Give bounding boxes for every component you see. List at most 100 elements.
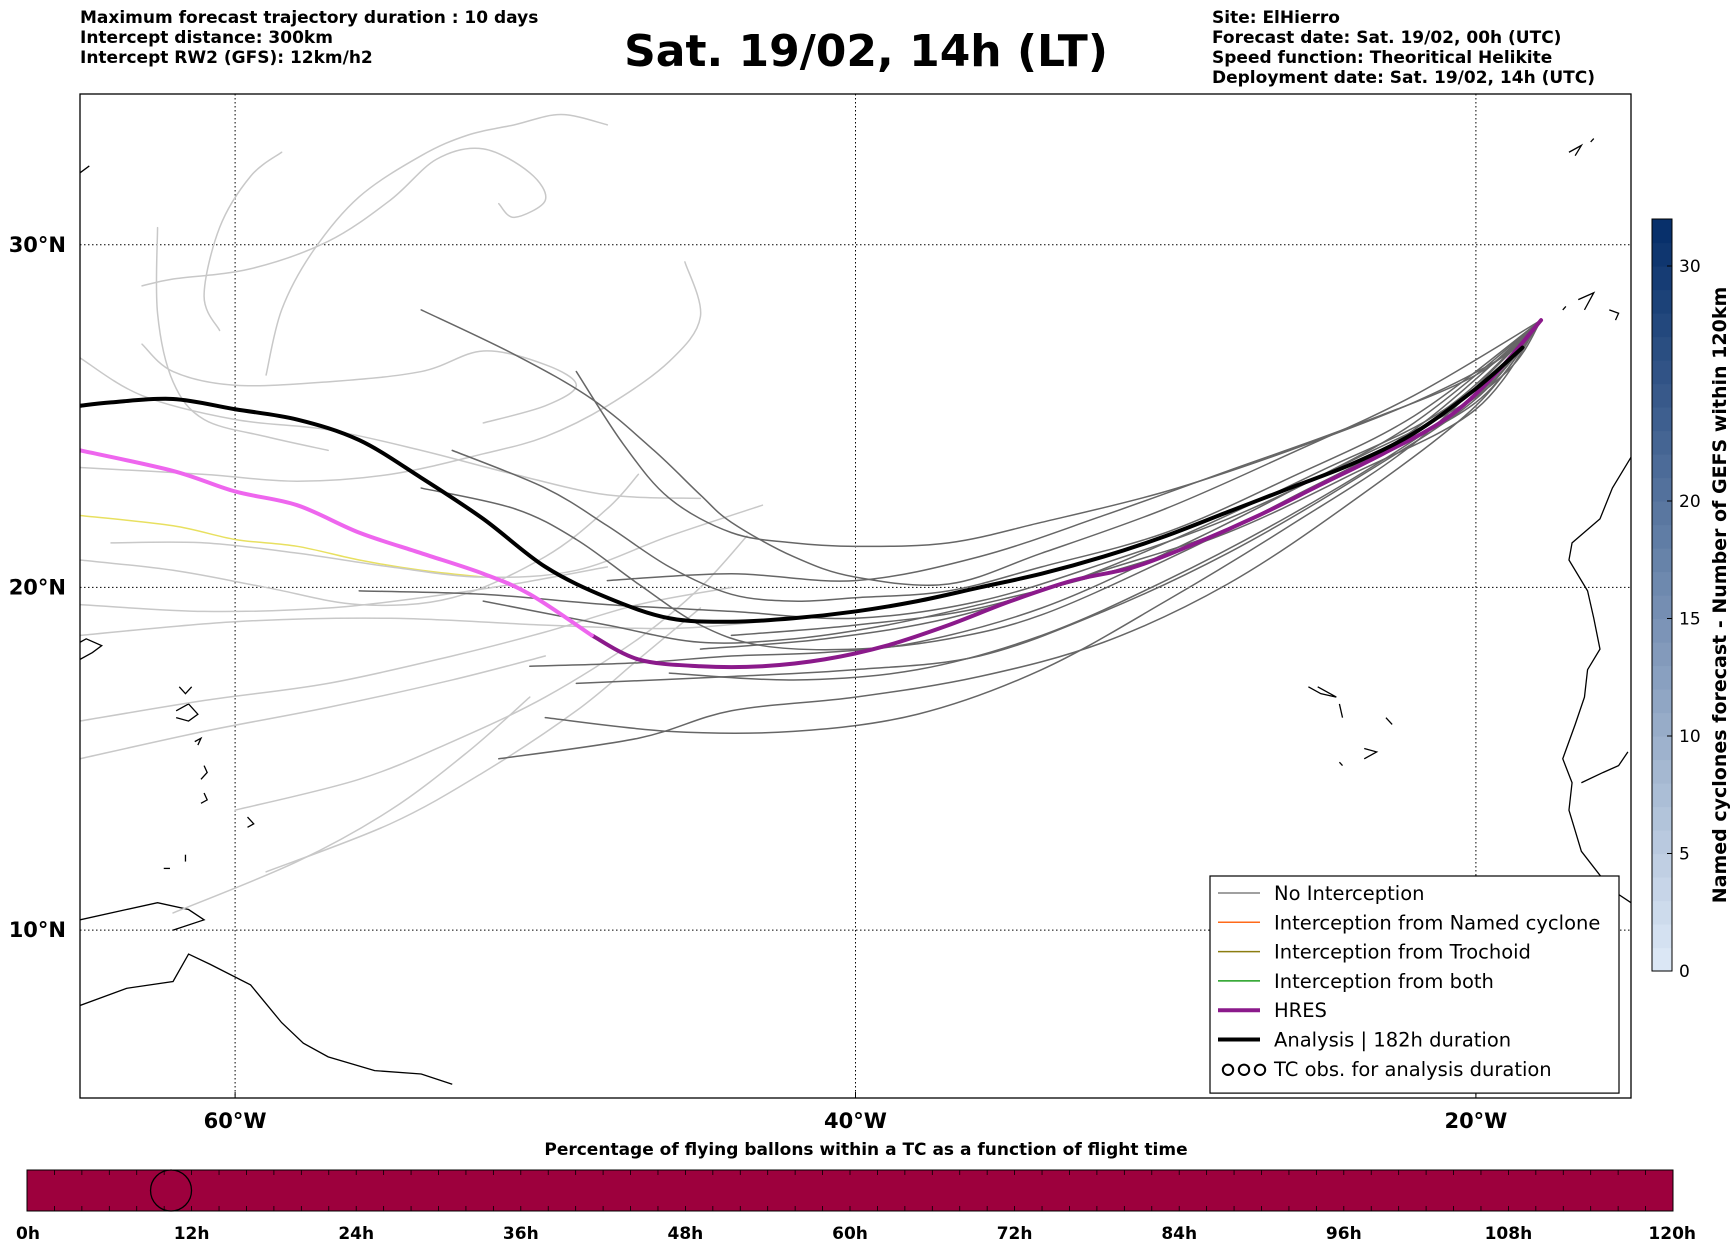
trajectory-line [80,357,702,500]
trajectory-line [606,319,1542,582]
legend-label: HRES [1274,999,1327,1022]
legend-label: Interception from both [1274,970,1494,993]
trajectory-line [498,319,1542,760]
colorbar-band [1652,759,1672,784]
timeline-tick-label: 60h [832,1224,868,1241]
coastline [1338,761,1343,767]
colorbar-label: Named cyclones forecast - Number of GEFS… [1709,287,1731,904]
colorbar-band [1652,806,1672,831]
tc-symbol-icon [1221,1063,1235,1077]
x-tick-label: 40°W [824,1109,887,1133]
trajectory-line [110,504,764,579]
trajectory-line [80,345,1525,624]
timeline: Percentage of flying ballons within a TC… [16,1140,1696,1241]
colorbar-band [1652,853,1672,878]
trajectory-line [172,696,531,914]
y-tick-label: 10°N [9,918,66,942]
trajectory-line [203,151,283,332]
colorbar-band [1652,360,1672,385]
colorbar-band [1652,477,1672,502]
timeline-tick-label: 108h [1485,1224,1533,1241]
coastline [1363,747,1379,760]
legend-label: TC obs. for analysis duration [1273,1058,1552,1081]
colorbar-band [1652,219,1672,244]
colorbar-band [1652,571,1672,596]
colorbar-band [1652,454,1672,479]
colorbar-band [1652,336,1672,361]
legend-box [1209,875,1620,1094]
trajectory-line [80,514,485,578]
coastlines [80,138,1631,1085]
speed-function-text: Speed function: Theoritical Helikite [1212,48,1553,68]
latitude-ticks: 30°N 20°N 10°N [9,233,66,942]
coastline [247,816,255,828]
colorbar-band [1652,595,1672,620]
trajectory-line [265,113,609,376]
tc-symbol-icon [1253,1063,1267,1077]
coastline [200,792,209,804]
legend-label: No Interception [1274,882,1425,905]
trajectories [80,113,1544,914]
trajectory-line [80,617,764,637]
timeline-title: Percentage of flying ballons within a TC… [544,1140,1187,1160]
forecast-date-text: Forecast date: Sat. 19/02, 00h (UTC) [1212,28,1562,48]
timeline-position-marker[interactable] [149,1169,193,1212]
timeline-bar [26,1169,1674,1212]
timeline-tick-label: 96h [1326,1224,1362,1241]
colorbar-band [1652,501,1672,526]
site-text: Site: ElHierro [1212,8,1340,28]
colorbar-tick-label: 5 [1679,845,1690,865]
coastline [175,703,199,722]
trajectory-line [234,535,748,811]
coastline [1385,717,1393,725]
colorbar-band [1652,830,1672,855]
colorbar-band [1652,289,1672,314]
colorbar-band [1652,313,1672,338]
deployment-date-text: Deployment date: Sat. 19/02, 14h (UTC) [1212,68,1596,88]
trajectory-line [529,319,1542,667]
timeline-tick-label: 48h [668,1224,704,1241]
longitude-ticks: 60°W 40°W 20°W [204,1092,1507,1133]
colorbar-band [1652,524,1672,549]
colorbar-band [1652,618,1672,643]
trajectory-line [155,226,329,452]
colorbar-band [1652,900,1672,925]
timeline-tick-label: 24h [338,1224,374,1241]
trajectory-line [589,318,1544,670]
colorbar-tick-label: 15 [1679,610,1701,630]
coastline [1562,456,1631,904]
x-tick-label: 60°W [204,1109,267,1133]
legend-label: Interception from Trochoid [1274,941,1531,964]
trajectory-line [730,319,1542,637]
colorbar-band [1652,924,1672,949]
timeline-tick-label: 12h [174,1224,210,1241]
trajectory-line [420,309,1542,587]
trajectory-line [575,319,1542,548]
tc-symbol-icon [1237,1063,1251,1077]
coastline [1568,143,1584,157]
trajectory-line [265,607,702,873]
coastline [1578,291,1596,311]
timeline-tick-label: 0h [16,1224,40,1241]
legend: No Interception Interception from Named c… [1209,875,1620,1094]
legend-label: Interception from Named cyclone [1274,911,1600,934]
timeline-tick-label: 84h [1161,1224,1197,1241]
trajectory-line [80,473,640,607]
intercept-distance-text: Intercept distance: 300km [80,28,333,48]
colorbar-band [1652,383,1672,408]
trajectory-line [451,319,1542,602]
trajectory-line [141,147,547,287]
coastline [80,638,104,660]
timeline-tick-label: 36h [503,1224,539,1241]
colorbar-band [1652,242,1672,267]
legend-label: Analysis | 182h duration [1274,1029,1511,1052]
coastline [1581,751,1629,784]
header-left-info: Maximum forecast trajectory duration : 1… [80,8,538,68]
trajectory-line [668,319,1542,681]
colorbar-tick-label: 20 [1679,492,1701,512]
coastline [80,165,90,174]
trajectory-line [358,319,1542,620]
coastline [1338,703,1344,718]
colorbar-frame [1651,218,1673,972]
